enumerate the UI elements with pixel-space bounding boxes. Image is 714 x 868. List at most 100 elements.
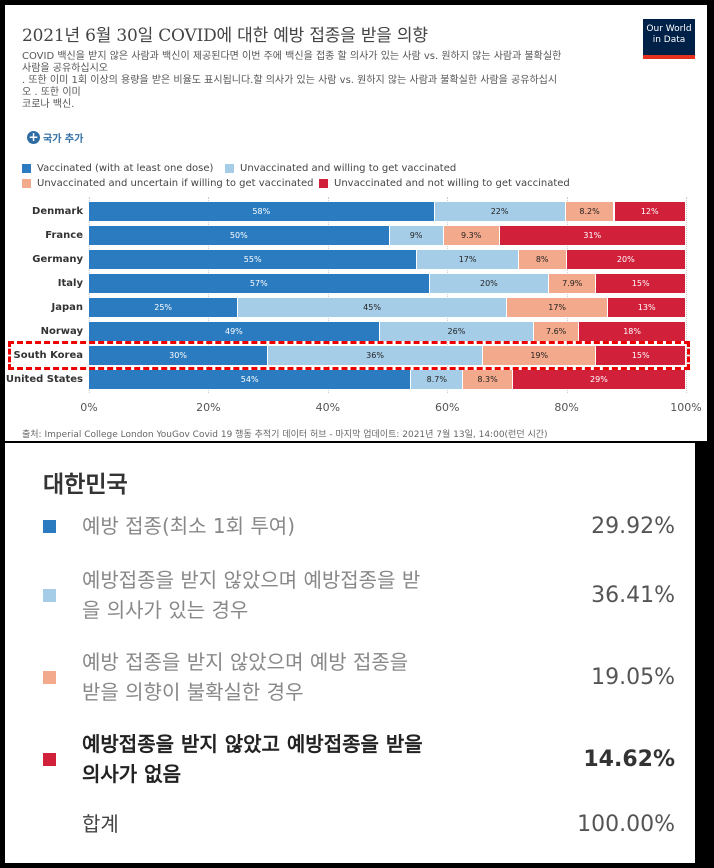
bar-segment-uncertain[interactable]: 8% bbox=[518, 250, 566, 269]
bar-segment-not_willing[interactable]: 31% bbox=[499, 226, 685, 245]
highlight-box bbox=[8, 341, 690, 370]
data-label: 17% bbox=[458, 255, 477, 264]
row-label: 합계 bbox=[82, 812, 119, 836]
legend-item-not-willing[interactable]: Unvaccinated and not willing to get vacc… bbox=[319, 178, 570, 189]
category-label: Germany bbox=[32, 254, 83, 265]
add-country-button[interactable]: + 국가 추가 bbox=[27, 130, 83, 145]
data-label: 49% bbox=[225, 327, 243, 336]
legend-item-uncertain[interactable]: Unvaccinated and uncertain if willing to… bbox=[22, 178, 313, 189]
bar-segment-uncertain[interactable]: 7.6% bbox=[534, 322, 579, 341]
bar-segment-willing[interactable]: 26% bbox=[379, 322, 534, 341]
row-label: 예방 접종을 받지 않았으며 예방 접종을 받을 의향이 불확실한 경우 bbox=[82, 647, 552, 707]
row-value: 14.62% bbox=[583, 746, 675, 772]
bar-segment-vaccinated[interactable]: 30% bbox=[89, 346, 268, 365]
data-label: 55% bbox=[243, 255, 262, 264]
breakdown-row-vaccinated: 예방 접종(최소 1회 투여) 29.92% bbox=[43, 511, 683, 541]
bar-segment-not_willing[interactable]: 12% bbox=[614, 202, 685, 221]
bar-segment-willing[interactable]: 9% bbox=[389, 226, 443, 245]
bar-segment-uncertain[interactable]: 7.9% bbox=[549, 274, 596, 293]
bar-segment-not_willing[interactable]: 18% bbox=[579, 322, 685, 341]
bar-segment-willing[interactable]: 8.7% bbox=[411, 370, 463, 389]
row-label-line: 을 의사가 있는 경우 bbox=[82, 598, 249, 622]
category-label: South Korea bbox=[13, 350, 83, 361]
source-note: 출처: Imperial College London YouGov Covid… bbox=[22, 430, 548, 440]
gridline bbox=[566, 197, 568, 393]
data-label: 8.2% bbox=[579, 207, 600, 216]
row-value: 36.41% bbox=[591, 582, 675, 608]
subtitle-line: 오 . 또한 이미 bbox=[22, 87, 81, 98]
bar-segment-vaccinated[interactable]: 58% bbox=[89, 202, 434, 221]
bar-segment-willing[interactable]: 45% bbox=[238, 298, 506, 317]
row-value: 100.00% bbox=[577, 811, 675, 837]
bar-segment-willing[interactable]: 20% bbox=[429, 274, 549, 293]
gridline bbox=[686, 197, 687, 393]
x-tick-label: 0% bbox=[80, 401, 98, 414]
x-tick-label: 40% bbox=[315, 401, 341, 414]
category-label: France bbox=[45, 230, 83, 241]
breakdown-row-not-willing: 예방접종을 받지 않았고 예방접종을 받을 의사가 없음 14.62% bbox=[43, 729, 683, 789]
data-label: 13% bbox=[637, 303, 656, 312]
legend-label: Unvaccinated and willing to get vaccinat… bbox=[240, 163, 457, 174]
x-tick-label: 60% bbox=[434, 401, 460, 414]
chart-title: 2021년 6월 30일 COVID에 대한 예방 접종을 받을 의향 bbox=[22, 26, 428, 46]
data-label: 17% bbox=[548, 303, 567, 312]
bar-segment-uncertain[interactable]: 9.3% bbox=[443, 226, 499, 245]
bar-segment-willing[interactable]: 22% bbox=[434, 202, 565, 221]
bar-segment-uncertain[interactable]: 19% bbox=[483, 346, 596, 365]
bar-segment-willing[interactable]: 17% bbox=[417, 250, 518, 269]
bar-segment-uncertain[interactable]: 8.2% bbox=[565, 202, 614, 221]
chart-subtitle: COVID 백신을 받지 않은 사람과 백신이 제공된다면 이번 주에 백신을 … bbox=[22, 51, 622, 111]
legend-item-vaccinated[interactable]: Vaccinated (with at least one dose) bbox=[22, 163, 213, 174]
data-label: 7.6% bbox=[545, 327, 567, 336]
data-label: 15% bbox=[631, 351, 650, 360]
data-label: 57% bbox=[249, 279, 268, 288]
data-label: 15% bbox=[631, 279, 650, 288]
subtitle-line: . 또한 이미 1회 이상의 용량을 받은 비율도 표시됩니다.할 의사가 있는… bbox=[22, 75, 558, 86]
data-label: 22% bbox=[490, 207, 509, 216]
bar-segment-vaccinated[interactable]: 57% bbox=[89, 274, 429, 293]
data-label: 20% bbox=[479, 279, 498, 288]
row-label-line: 예방접종을 받지 않았으며 예방접종을 받 bbox=[82, 568, 421, 592]
bar-segment-vaccinated[interactable]: 25% bbox=[89, 298, 238, 317]
row-label: 예방접종을 받지 않았고 예방접종을 받을 의사가 없음 bbox=[82, 729, 552, 789]
legend-swatch bbox=[22, 164, 31, 173]
category-label: Japan bbox=[51, 302, 84, 313]
bar-segment-not_willing[interactable]: 20% bbox=[566, 250, 685, 269]
data-label: 30% bbox=[169, 351, 187, 360]
bar-segment-not_willing[interactable]: 15% bbox=[596, 274, 685, 293]
data-label: 8.3% bbox=[477, 375, 498, 384]
owid-logo[interactable]: Our World in Data bbox=[643, 19, 695, 59]
logo-line: in Data bbox=[652, 35, 686, 45]
bar-segment-not_willing[interactable]: 13% bbox=[608, 298, 685, 317]
add-country-label: 국가 추가 bbox=[43, 134, 84, 145]
data-label: 29% bbox=[590, 375, 608, 384]
legend-label: Unvaccinated and not willing to get vacc… bbox=[334, 178, 570, 189]
bar-segment-not_willing[interactable]: 29% bbox=[512, 370, 685, 389]
legend-item-willing[interactable]: Unvaccinated and willing to get vaccinat… bbox=[225, 163, 456, 174]
plus-icon: + bbox=[27, 130, 40, 144]
bar-segment-vaccinated[interactable]: 50% bbox=[89, 226, 389, 245]
row-label-line: 받을 의향이 불확실한 경우 bbox=[82, 680, 304, 704]
bar-segment-vaccinated[interactable]: 54% bbox=[89, 370, 411, 389]
data-label: 12% bbox=[640, 207, 659, 216]
bar-segment-not_willing[interactable]: 15% bbox=[596, 346, 685, 365]
korea-breakdown-panel: 대한민국 예방 접종(최소 1회 투여) 29.92% 예방접종을 받지 않았으… bbox=[5, 443, 695, 863]
data-label: 50% bbox=[229, 231, 248, 240]
row-label-line: 예방 접종을 받지 않았으며 예방 접종을 bbox=[82, 650, 409, 674]
data-label: 7.9% bbox=[562, 279, 583, 288]
subtitle-line: 코로나 백신. bbox=[22, 99, 75, 110]
data-label: 54% bbox=[240, 375, 259, 384]
bar-segment-uncertain[interactable]: 17% bbox=[506, 298, 608, 317]
bar-segment-willing[interactable]: 36% bbox=[268, 346, 482, 365]
data-label: 36% bbox=[366, 351, 384, 360]
row-value: 29.92% bbox=[591, 513, 675, 539]
data-label: 45% bbox=[363, 303, 381, 312]
legend-label: Unvaccinated and uncertain if willing to… bbox=[37, 178, 314, 189]
x-tick-label: 100% bbox=[670, 401, 702, 414]
data-label: 20% bbox=[616, 255, 635, 264]
bar-segment-vaccinated[interactable]: 49% bbox=[89, 322, 379, 341]
data-label: 31% bbox=[583, 231, 602, 240]
bar-segment-uncertain[interactable]: 8.3% bbox=[463, 370, 512, 389]
chart-panel: 2021년 6월 30일 COVID에 대한 예방 접종을 받을 의향 COVI… bbox=[5, 5, 707, 441]
bar-segment-vaccinated[interactable]: 55% bbox=[89, 250, 417, 269]
